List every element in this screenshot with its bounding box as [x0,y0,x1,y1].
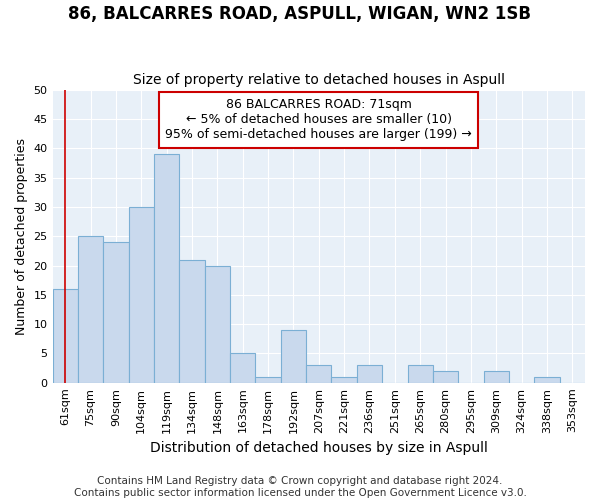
Text: Contains HM Land Registry data © Crown copyright and database right 2024.
Contai: Contains HM Land Registry data © Crown c… [74,476,526,498]
Bar [154,154,179,383]
Bar [179,260,205,383]
Bar [281,330,306,383]
Bar [256,377,281,383]
Bar [306,365,331,383]
Bar [128,207,154,383]
Bar [53,289,78,383]
Bar [407,365,433,383]
Bar [103,242,128,383]
Text: 86 BALCARRES ROAD: 71sqm
← 5% of detached houses are smaller (10)
95% of semi-de: 86 BALCARRES ROAD: 71sqm ← 5% of detache… [166,98,472,142]
Bar [78,236,103,383]
Bar [534,377,560,383]
Y-axis label: Number of detached properties: Number of detached properties [15,138,28,334]
Title: Size of property relative to detached houses in Aspull: Size of property relative to detached ho… [133,73,505,87]
Bar [331,377,357,383]
Bar [357,365,382,383]
Bar [433,371,458,383]
Bar [230,354,256,383]
Bar [205,266,230,383]
Bar [484,371,509,383]
X-axis label: Distribution of detached houses by size in Aspull: Distribution of detached houses by size … [150,441,488,455]
Text: 86, BALCARRES ROAD, ASPULL, WIGAN, WN2 1SB: 86, BALCARRES ROAD, ASPULL, WIGAN, WN2 1… [68,5,532,23]
